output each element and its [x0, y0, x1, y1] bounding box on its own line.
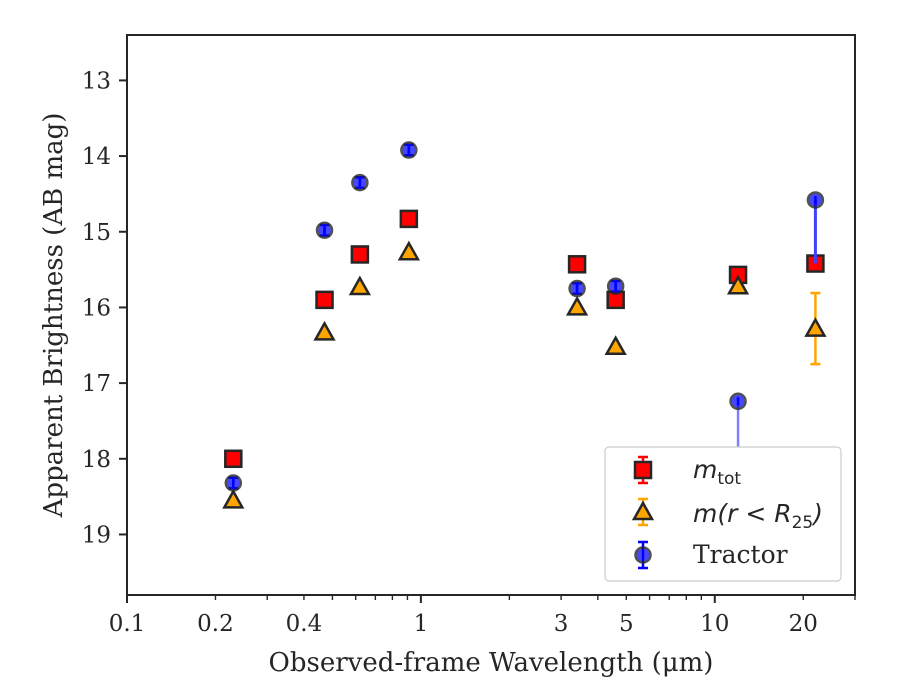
legend-markers [631, 455, 655, 570]
point-triangle [565, 295, 589, 316]
legend-label-m-r25: m(r < R25) [693, 499, 823, 533]
y-tick-label: 15 [82, 220, 111, 246]
point-square [224, 449, 243, 469]
x-tick-label: 20 [789, 611, 818, 637]
legend-mtot-sub: tot [717, 469, 741, 489]
y-tick-label: 17 [82, 371, 111, 397]
y-tick-label: 16 [82, 295, 111, 321]
legend-label-mtot: mtot [693, 455, 741, 489]
point-square [350, 245, 370, 264]
point-triangle [397, 240, 420, 261]
y-tick-label: 13 [82, 68, 111, 94]
point-triangle [726, 274, 750, 295]
point-square [315, 290, 334, 310]
point-triangle [313, 320, 336, 341]
x-tick-label: 0.4 [286, 611, 323, 637]
legend-mr25-main: m(r < R [693, 499, 792, 528]
x-axis-label: Observed-frame Wavelength (μm) [269, 648, 714, 678]
legend-mtot-main: m [693, 455, 717, 484]
y-tick-label: 14 [82, 144, 111, 170]
point-triangle [604, 335, 627, 356]
y-axis-label: Apparent Brightness (AB mag) [39, 113, 69, 519]
legend-box [604, 446, 842, 582]
point-triangle [348, 275, 372, 296]
legend-marker-circle [634, 546, 652, 564]
y-axis-ticks: 13 14 15 16 17 18 19 [82, 68, 127, 548]
x-tick-label: 0.2 [197, 611, 234, 637]
point-square [399, 209, 419, 229]
legend-mr25-sub: 25 [792, 513, 814, 533]
x-tick-label: 1 [414, 611, 429, 637]
point-square [567, 255, 587, 274]
x-tick-label: 3 [554, 611, 569, 637]
y-tick-label: 19 [82, 522, 111, 548]
legend-label-tractor: Tractor [693, 540, 788, 569]
legend: mtot m(r < R25) Tractor [604, 446, 842, 582]
legend-marker-square [633, 460, 653, 480]
x-axis-ticks: 0.1 0.2 0.4 1 3 5 10 20 [109, 595, 856, 637]
legend-marker-triangle [631, 500, 655, 521]
point-triangle [222, 488, 245, 509]
y-tick-label: 18 [82, 447, 111, 473]
x-tick-label: 0.1 [109, 611, 146, 637]
x-tick-label: 10 [700, 611, 729, 637]
x-tick-label: 5 [619, 611, 634, 637]
legend-mr25-end: ) [811, 499, 823, 528]
point-triangle [804, 317, 827, 337]
